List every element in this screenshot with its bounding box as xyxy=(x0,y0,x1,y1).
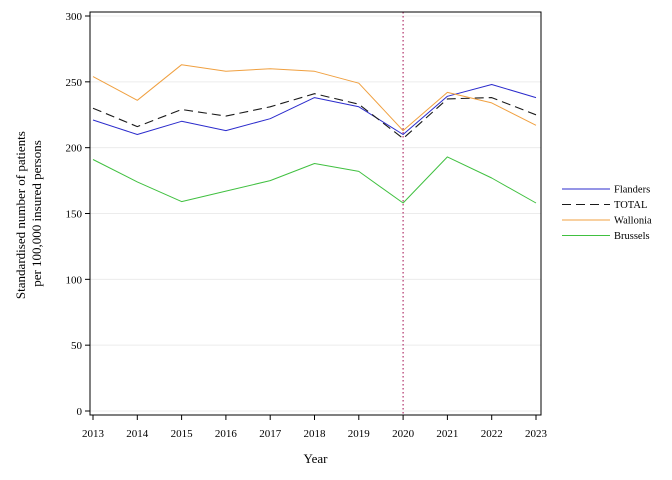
legend-label-total: TOTAL xyxy=(614,200,647,211)
y-tick-label: 100 xyxy=(66,274,83,286)
x-tick-label: 2015 xyxy=(171,428,194,440)
y-tick-label: 200 xyxy=(66,143,83,155)
legend-label-brussels: Brussels xyxy=(614,231,650,242)
x-tick-label: 2020 xyxy=(392,428,415,440)
x-tick-label: 2018 xyxy=(304,428,327,440)
x-tick-label: 2019 xyxy=(348,428,371,440)
y-tick-label: 300 xyxy=(66,11,83,23)
x-tick-label: 2022 xyxy=(481,428,503,440)
series-line-flanders xyxy=(92,84,537,135)
series-line-brussels xyxy=(92,156,537,204)
x-tick-label: 2017 xyxy=(259,428,282,440)
y-axis-title-line-2: per 100,000 insured persons xyxy=(29,140,44,287)
x-tick-label: 2013 xyxy=(82,428,105,440)
x-axis: 2013 2014 2015 2016 2017 2018 2019 2020 2021 2022… xyxy=(82,415,548,440)
legend-label-wallonia: Wallonia xyxy=(614,216,652,227)
y-tick-label: 50 xyxy=(71,340,83,352)
x-tick-label: 2021 xyxy=(436,428,458,440)
y-tick-label: 150 xyxy=(66,209,83,221)
legend-label-flanders: Flanders xyxy=(614,185,650,196)
legend: Flanders TOTAL Wallonia Brussels xyxy=(562,185,652,242)
y-axis-title-line-1: Standardised number of patients xyxy=(13,131,28,299)
series-line-total xyxy=(92,93,537,140)
grid-lines xyxy=(90,15,541,412)
y-tick-label: 250 xyxy=(66,77,83,89)
y-axis: 0 50 100 150 200 250 300 xyxy=(66,11,90,418)
x-axis-title: Year xyxy=(304,451,329,466)
y-tick-label: 0 xyxy=(77,406,83,418)
x-tick-label: 2014 xyxy=(126,428,149,440)
x-tick-label: 2016 xyxy=(215,428,238,440)
y-axis-title: Standardised number of patients per 100,… xyxy=(13,128,44,299)
x-tick-label: 2023 xyxy=(525,428,548,440)
series-line-wallonia xyxy=(92,64,537,132)
series-lines xyxy=(92,64,537,204)
